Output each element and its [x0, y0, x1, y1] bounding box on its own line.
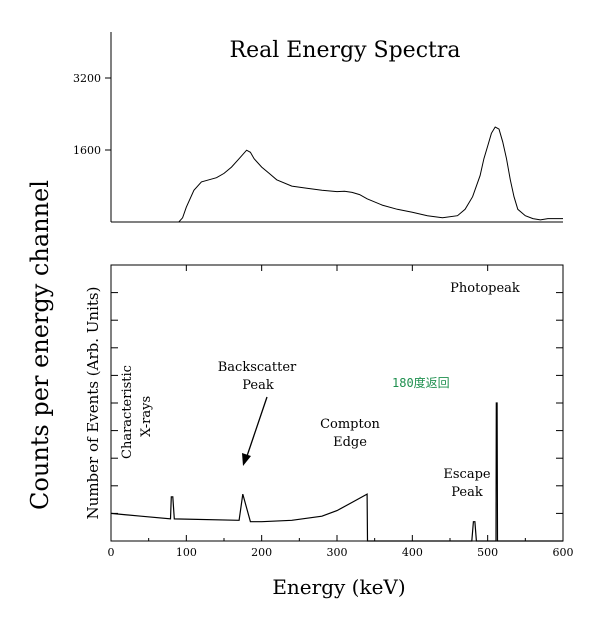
bottom-spectrum-line [110, 402, 563, 542]
bottom-xtick-label-0: 0 [108, 546, 115, 559]
bottom-xtick-label-500: 500 [477, 546, 498, 559]
bottom-x-axis-label: Energy (keV) [272, 575, 405, 599]
bottom-xtick-label-600: 600 [553, 546, 574, 559]
bottom-ticks: 0 100 200 300 400 500 600 [108, 265, 574, 559]
top-chart-title: Real Energy Spectra [230, 38, 461, 63]
annotation-compton: Compton [320, 417, 380, 432]
bottom-plot-frame [110, 264, 564, 542]
overlay-text: 180度返回 [392, 375, 450, 390]
annotation-escape: Escape [443, 467, 491, 482]
top-spectrum-line [175, 126, 563, 223]
top-ytick-label-1600: 1600 [73, 144, 101, 157]
annotation-xrays: X-rays [139, 396, 154, 437]
annotation-compton-edge: Edge [333, 435, 367, 450]
annotation-backscatter-peak: Peak [242, 378, 274, 393]
bottom-xtick-label-100: 100 [176, 546, 197, 559]
bottom-xtick-label-400: 400 [402, 546, 423, 559]
bottom-xtick-label-200: 200 [251, 546, 272, 559]
bottom-xtick-label-300: 300 [327, 546, 348, 559]
top-panel: 3200 1600 Real Energy Spectra [73, 32, 563, 223]
bottom-panel: 0 100 200 300 400 500 600 Energy (keV) Number … [84, 264, 574, 599]
backscatter-arrow [245, 396, 268, 460]
annotation-characteristic: Characteristic [120, 365, 135, 459]
annotation-backscatter: Backscatter [218, 360, 297, 375]
bottom-y-axis-label: Number of Events (Arb. Units) [84, 287, 102, 520]
backscatter-arrowhead [242, 453, 251, 466]
top-ytick-label-3200: 3200 [73, 72, 101, 85]
shared-y-axis-label: Counts per energy channel [26, 180, 54, 510]
annotation-photopeak: Photopeak [450, 281, 520, 296]
annotation-escape-peak: Peak [451, 485, 483, 500]
